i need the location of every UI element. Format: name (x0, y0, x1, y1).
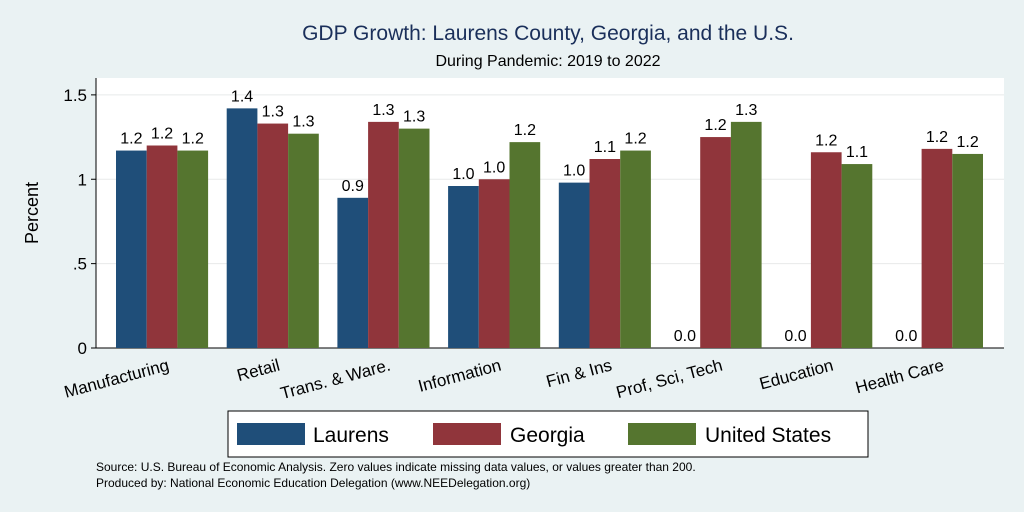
y-tick-label: 1 (78, 170, 87, 189)
bar-laurens (448, 186, 479, 348)
category-label: Prof, Sci, Tech (614, 356, 724, 403)
bar-united-states (509, 142, 541, 348)
data-label: 1.3 (735, 102, 757, 119)
producer-note: Produced by: National Economic Education… (96, 476, 530, 490)
category-label: Health Care (853, 356, 946, 398)
category-label: Fin & Ins (544, 356, 614, 392)
data-label: 1.3 (372, 102, 394, 119)
bar-united-states (952, 153, 983, 348)
data-label: 0.0 (674, 328, 696, 345)
source-note: Source: U.S. Bureau of Economic Analysis… (96, 460, 696, 474)
bar-united-states (620, 150, 651, 348)
category-label: Manufacturing (62, 356, 171, 402)
category-label: Education (757, 356, 835, 394)
legend-label: Laurens (313, 424, 389, 447)
bar-georgia (810, 152, 842, 348)
data-label: 1.2 (624, 131, 646, 148)
legend-label: United States (705, 424, 831, 447)
data-label: 1.2 (704, 117, 726, 134)
chart-subtitle: During Pandemic: 2019 to 2022 (435, 53, 660, 70)
bar-laurens (116, 150, 147, 348)
y-tick-label: 0 (78, 339, 87, 358)
legend-swatch (433, 423, 501, 445)
bar-united-states (177, 150, 209, 348)
bar-georgia (146, 145, 178, 348)
legend-swatch (237, 423, 305, 445)
data-label: 1.0 (483, 159, 505, 176)
bar-georgia (589, 159, 621, 348)
bar-georgia (368, 121, 399, 348)
legend-label: Georgia (510, 424, 585, 447)
bar-united-states (841, 164, 873, 348)
data-label: 1.2 (151, 126, 173, 143)
bar-united-states (288, 133, 319, 348)
bar-georgia (478, 179, 510, 348)
legend-box (227, 410, 869, 458)
data-label: 1.1 (846, 144, 868, 161)
data-label: 1.3 (262, 104, 284, 121)
data-label: 1.1 (594, 139, 616, 156)
category-label: Trans. & Ware. (278, 356, 392, 404)
bar-georgia (257, 123, 289, 348)
data-label: 1.2 (182, 131, 204, 148)
data-label: 1.2 (957, 134, 979, 151)
chart-title: GDP Growth: Laurens County, Georgia, and… (302, 22, 794, 45)
data-label: 0.9 (342, 178, 364, 195)
category-label: Information (416, 356, 503, 396)
bar-laurens (558, 182, 590, 348)
bar-georgia (921, 148, 953, 348)
data-label: 1.4 (231, 88, 253, 105)
data-label: 1.3 (292, 114, 314, 131)
y-tick-label: 1.5 (63, 86, 87, 105)
category-label: Retail (235, 356, 282, 386)
bar-united-states (730, 121, 762, 348)
data-label: 1.2 (926, 129, 948, 146)
data-label: 1.0 (452, 166, 474, 183)
bar-united-states (398, 128, 430, 348)
data-label: 1.2 (815, 132, 837, 149)
legend-swatch (628, 423, 696, 445)
data-label: 1.3 (403, 109, 425, 126)
data-label: 1.2 (120, 131, 142, 148)
bar-laurens (337, 197, 369, 348)
y-tick-label: .5 (73, 255, 87, 274)
data-label: 1.2 (514, 122, 536, 139)
data-label: 0.0 (784, 328, 806, 345)
data-label: 0.0 (895, 328, 917, 345)
y-axis-label: Percent (22, 182, 42, 244)
bar-laurens (226, 108, 258, 348)
data-label: 1.0 (563, 163, 585, 180)
bar-georgia (700, 137, 731, 348)
